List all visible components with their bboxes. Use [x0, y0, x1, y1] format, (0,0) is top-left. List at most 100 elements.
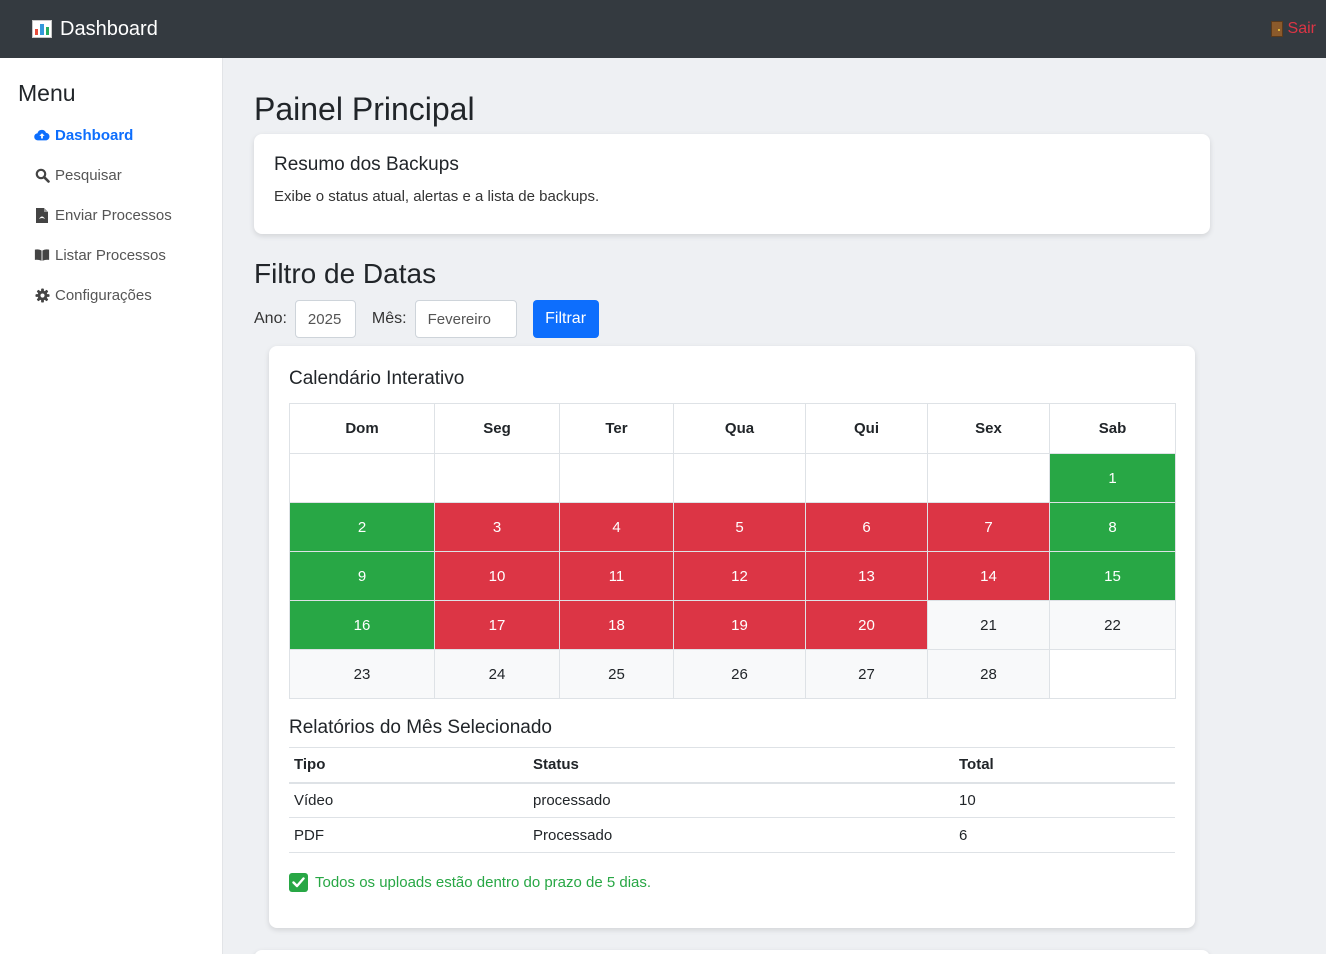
sidebar-item-label: Pesquisar: [55, 166, 122, 184]
calendar-day[interactable]: 14: [927, 551, 1050, 601]
next-card: [254, 950, 1210, 954]
calendar-body: 1 2 3 4 5 6 7 8 9 10 11 12 13 14 15 16 17 18 19 20 21 22 23 24 2…: [289, 453, 1176, 699]
month-label: Mês:: [371, 310, 407, 327]
sidebar-item-listar-processos[interactable]: Listar Processos: [18, 235, 222, 275]
date-filter: Ano: 2025 Mês: Fevereiro Filtrar: [254, 300, 599, 338]
table-row: Vídeo processado 10: [289, 782, 1175, 818]
weekday-header: Seg: [434, 403, 560, 454]
top-navbar: Dashboard Sair: [0, 0, 1326, 58]
calendar-day[interactable]: 13: [805, 551, 928, 601]
calendar-day[interactable]: 4: [559, 502, 674, 552]
sidebar-item-label: Enviar Processos: [55, 206, 172, 224]
calendar-day[interactable]: 5: [673, 502, 806, 552]
calendar-day: 28: [927, 649, 1050, 699]
cell-total: 10: [954, 782, 1175, 818]
sidebar-item-dashboard[interactable]: Dashboard: [18, 115, 222, 155]
weekday-header: Qua: [673, 403, 806, 454]
filter-button[interactable]: Filtrar: [532, 300, 599, 338]
main-content: Painel Principal Resumo dos Backups Exib…: [254, 58, 1326, 954]
calendar-empty-cell: [559, 453, 674, 503]
sidebar: Menu Dashboard Pesquisar Enviar Processo…: [0, 58, 223, 954]
cell-type: PDF: [289, 817, 528, 853]
sidebar-title: Menu: [18, 80, 76, 106]
table-row: PDF Processado 6: [289, 817, 1175, 853]
weekday-header: Sab: [1049, 403, 1176, 454]
calendar-day[interactable]: 1: [1049, 453, 1176, 503]
calendar-day[interactable]: 10: [434, 551, 560, 601]
weekday-header: Dom: [289, 403, 435, 454]
reports-title: Relatórios do Mês Selecionado: [289, 717, 552, 738]
year-label: Ano:: [254, 310, 287, 327]
calendar-empty-cell: [805, 453, 928, 503]
calendar-week-row: 1: [289, 453, 1176, 503]
logout-link[interactable]: Sair: [1270, 20, 1316, 38]
calendar-empty-cell: [927, 453, 1050, 503]
calendar-empty-cell: [1049, 649, 1176, 699]
reports-header-row: Tipo Status Total: [289, 747, 1175, 784]
column-header: Tipo: [289, 747, 528, 784]
calendar-title: Calendário Interativo: [289, 368, 465, 389]
deadline-ok-message: Todos os uploads estão dentro do prazo d…: [289, 873, 1175, 892]
calendar-week-row: 16 17 18 19 20 21 22: [289, 600, 1176, 650]
bar-chart-icon: [32, 20, 52, 38]
calendar-day: 27: [805, 649, 928, 699]
calendar-day: 26: [673, 649, 806, 699]
cell-total: 6: [954, 817, 1175, 853]
door-icon: [1270, 21, 1283, 37]
summary-text: Exibe o status atual, alertas e a lista …: [274, 188, 600, 205]
calendar-day[interactable]: 15: [1049, 551, 1176, 601]
month-input[interactable]: Fevereiro: [414, 300, 517, 338]
calendar-day[interactable]: 17: [434, 600, 560, 650]
calendar-day[interactable]: 7: [927, 502, 1050, 552]
weekday-header-row: Dom Seg Ter Qua Qui Sex Sab: [289, 403, 1176, 454]
calendar-day[interactable]: 20: [805, 600, 928, 650]
calendar-day[interactable]: 12: [673, 551, 806, 601]
summary-title: Resumo dos Backups: [274, 154, 459, 175]
calendar-day[interactable]: 8: [1049, 502, 1176, 552]
cell-type: Vídeo: [289, 782, 528, 818]
calendar-empty-cell: [673, 453, 806, 503]
sidebar-item-configuracoes[interactable]: Configurações: [18, 275, 222, 315]
column-header: Total: [954, 747, 1175, 784]
filter-title: Filtro de Datas: [254, 258, 437, 289]
brand-title: Dashboard: [60, 17, 158, 40]
calendar-day: 24: [434, 649, 560, 699]
search-icon: [34, 167, 50, 183]
weekday-header: Qui: [805, 403, 928, 454]
reports-table: Tipo Status Total Vídeo processado 10 PD…: [289, 747, 1175, 853]
check-mark-icon: [289, 873, 308, 892]
calendar-day[interactable]: 11: [559, 551, 674, 601]
file-pdf-icon: [34, 207, 50, 223]
year-input[interactable]: 2025: [294, 300, 356, 338]
calendar-day[interactable]: 18: [559, 600, 674, 650]
cell-status: Processado: [528, 817, 954, 853]
sidebar-item-enviar-processos[interactable]: Enviar Processos: [18, 195, 222, 235]
sidebar-item-label: Configurações: [55, 286, 152, 304]
summary-card: Resumo dos Backups Exibe o status atual,…: [254, 134, 1210, 234]
calendar-day: 23: [289, 649, 435, 699]
ok-message-text: Todos os uploads estão dentro do prazo d…: [315, 874, 652, 891]
sidebar-item-pesquisar[interactable]: Pesquisar: [18, 155, 222, 195]
calendar-table: Dom Seg Ter Qua Qui Sex Sab 1 2 3 4 5 6 7 8 9 10 1…: [289, 403, 1176, 699]
calendar-day[interactable]: 16: [289, 600, 435, 650]
cloud-upload-icon: [34, 127, 50, 143]
calendar-day: 25: [559, 649, 674, 699]
brand[interactable]: Dashboard: [32, 18, 158, 41]
calendar-day[interactable]: 19: [673, 600, 806, 650]
weekday-header: Sex: [927, 403, 1050, 454]
cell-status: processado: [528, 782, 954, 818]
column-header: Status: [528, 747, 954, 784]
gear-icon: [34, 287, 50, 303]
sidebar-item-label: Listar Processos: [55, 246, 166, 264]
calendar-card: Calendário Interativo Dom Seg Ter Qua Qu…: [269, 346, 1195, 928]
weekday-header: Ter: [559, 403, 674, 454]
calendar-day[interactable]: 9: [289, 551, 435, 601]
calendar-day: 21: [927, 600, 1050, 650]
book-icon: [34, 247, 50, 263]
calendar-day[interactable]: 3: [434, 502, 560, 552]
calendar-day[interactable]: 2: [289, 502, 435, 552]
calendar-day[interactable]: 6: [805, 502, 928, 552]
calendar-empty-cell: [434, 453, 560, 503]
sidebar-item-label: Dashboard: [55, 126, 134, 144]
